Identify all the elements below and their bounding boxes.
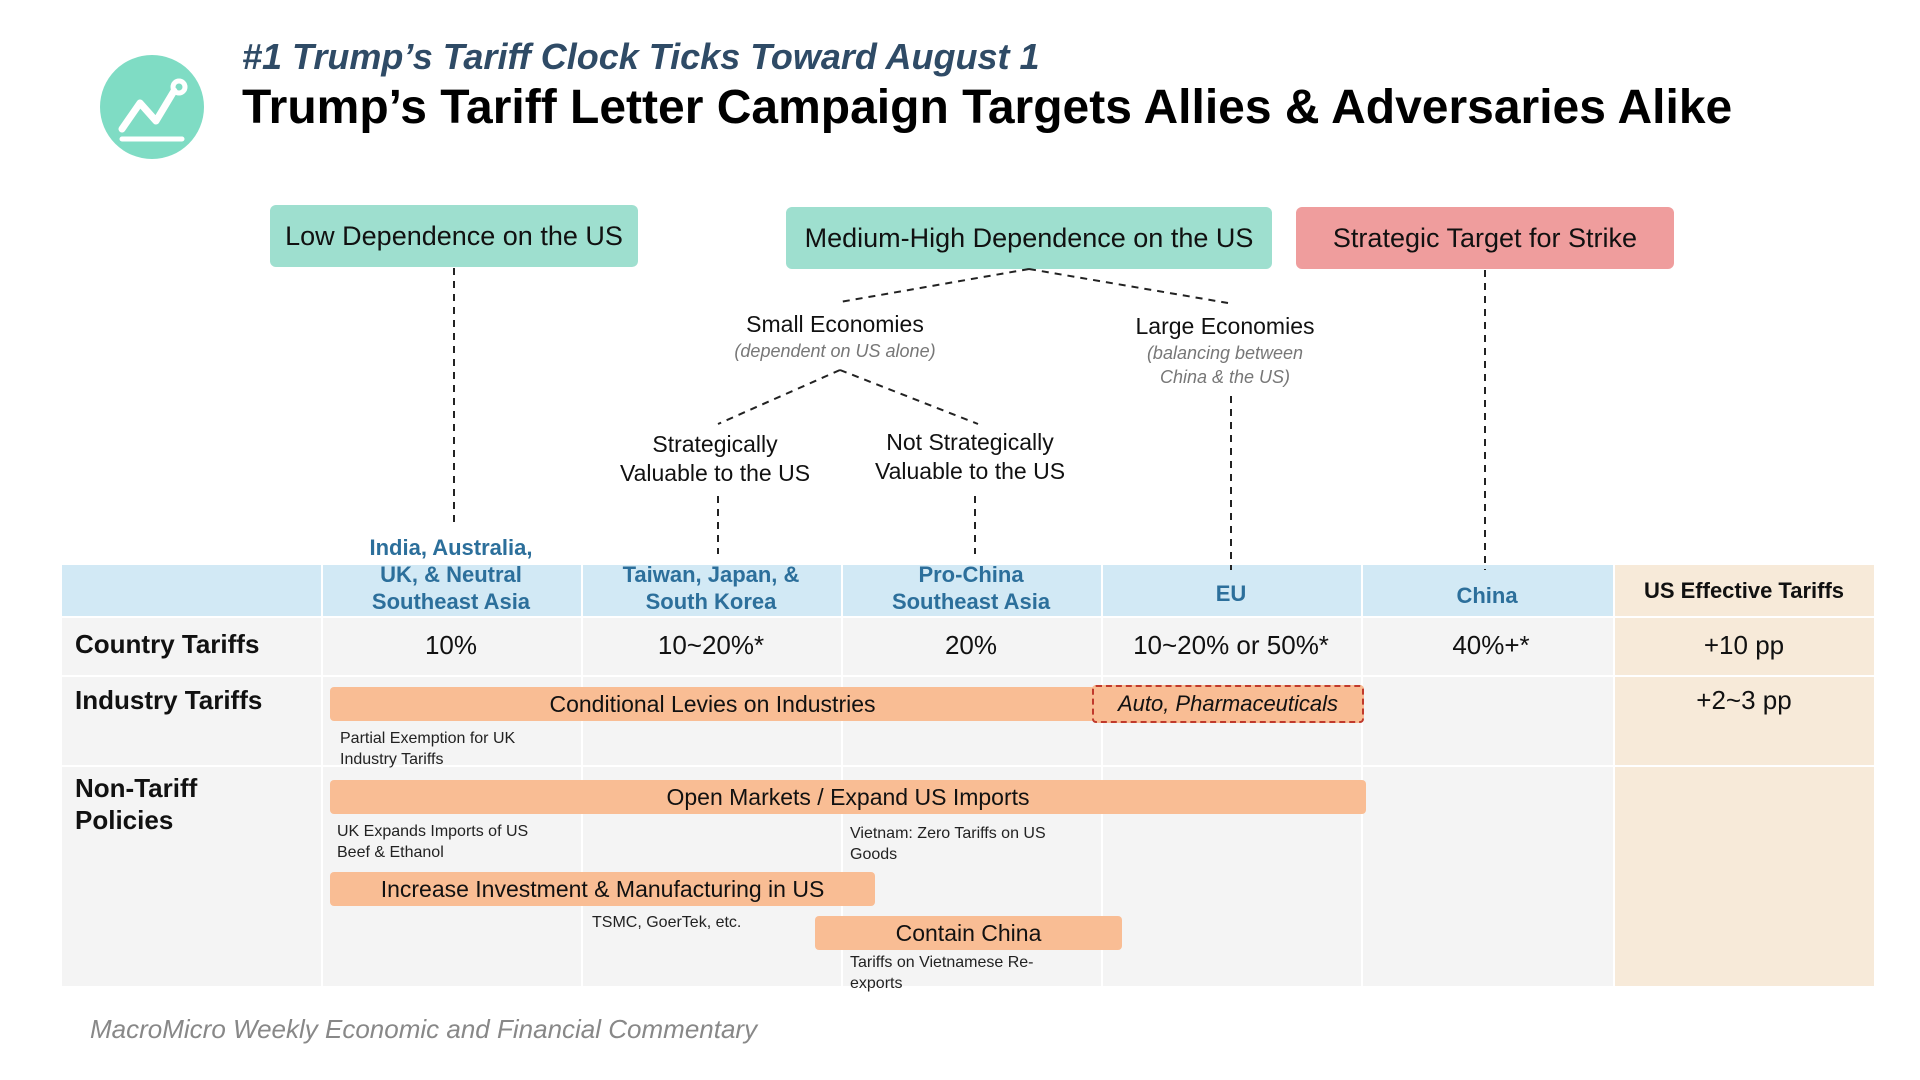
note-uk-imports: UK Expands Imports of US Beef & Ethanol bbox=[337, 823, 529, 861]
bar-open-markets: Open Markets / Expand US Imports bbox=[330, 780, 1366, 814]
country-tariff-value: 10~20%* bbox=[657, 630, 765, 660]
row-divider bbox=[62, 765, 1874, 767]
connector-medium-to-small bbox=[839, 268, 1030, 303]
logo-icon bbox=[100, 55, 204, 159]
column-divider bbox=[581, 565, 583, 986]
node-large-economies: Large Economies (balancing between China… bbox=[1135, 313, 1315, 387]
note-uk-industry-exemption: Partial Exemption for UK Industry Tariffs bbox=[340, 730, 516, 768]
us-effective-industry: +2~3 pp bbox=[1696, 685, 1792, 715]
node-not-strategically-valuable: Not Strategically Valuable to the US bbox=[874, 429, 1066, 484]
note-vietnam-zero-tariffs: Vietnam: Zero Tariffs on US Goods bbox=[850, 825, 1046, 863]
country-tariff-value: 20% bbox=[944, 630, 998, 660]
row-divider bbox=[62, 675, 1874, 677]
row-label-non-tariff-policies: Non-Tariff Policies bbox=[75, 773, 198, 835]
bar-increase-investment: Increase Investment & Manufacturing in U… bbox=[330, 872, 875, 906]
connector-small-to-valuable bbox=[717, 369, 841, 425]
category-medium-high-dependence: Medium-High Dependence on the US bbox=[786, 207, 1272, 269]
us-effective-header: US Effective Tariffs bbox=[1643, 578, 1845, 603]
row-label-industry-tariffs: Industry Tariffs bbox=[75, 685, 263, 715]
chart-trend-icon bbox=[118, 78, 188, 142]
category-strategic-target: Strategic Target for Strike bbox=[1296, 207, 1674, 269]
us-effective-column bbox=[1614, 565, 1874, 986]
footer-source: MacroMicro Weekly Economic and Financial… bbox=[90, 1014, 758, 1044]
connector-medium-to-large bbox=[1028, 268, 1229, 304]
column-head-china: China bbox=[1456, 583, 1518, 608]
note-tsmc-goertek: TSMC, GoerTek, etc. bbox=[592, 914, 742, 931]
column-divider bbox=[321, 565, 323, 986]
page-subtitle: #1 Trump’s Tariff Clock Ticks Toward Aug… bbox=[242, 36, 1040, 77]
connector-small-to-notvaluable bbox=[839, 369, 979, 425]
column-head-india-australia-uk: India, Australia, UK, & Neutral Southeast … bbox=[369, 535, 533, 614]
policy-table bbox=[62, 565, 1874, 986]
bar-auto-pharmaceuticals: Auto, Pharmaceuticals bbox=[1092, 685, 1364, 723]
us-effective-country: +10 pp bbox=[1703, 630, 1785, 660]
node-strategically-valuable: Strategically Valuable to the US bbox=[619, 431, 811, 486]
note-vietnamese-reexports: Tariffs on Vietnamese Re-exports bbox=[850, 954, 1034, 992]
bar-conditional-levies: Conditional Levies on Industries bbox=[330, 687, 1095, 721]
row-label-country-tariffs: Country Tariffs bbox=[75, 629, 260, 659]
column-divider bbox=[841, 565, 843, 986]
row-divider bbox=[62, 616, 1874, 618]
country-tariff-value: 10% bbox=[424, 630, 478, 660]
table-header-row bbox=[62, 565, 1614, 617]
page-title: Trump’s Tariff Letter Campaign Targets A… bbox=[242, 81, 1733, 134]
country-tariff-value: 10~20% or 50%* bbox=[1133, 630, 1329, 660]
column-divider bbox=[1361, 565, 1363, 986]
column-head-taiwan-japan-korea: Taiwan, Japan, & South Korea bbox=[622, 562, 800, 614]
column-divider bbox=[1613, 565, 1615, 986]
column-head-pro-china-sea: Pro-China Southeast Asia bbox=[891, 562, 1051, 614]
node-small-economies: Small Economies (dependent on US alone) bbox=[734, 311, 936, 361]
bar-contain-china: Contain China bbox=[815, 916, 1122, 950]
column-head-eu: EU bbox=[1215, 581, 1247, 606]
category-low-dependence: Low Dependence on the US bbox=[270, 205, 638, 267]
column-divider bbox=[1101, 565, 1103, 986]
country-tariff-value: 40%+* bbox=[1452, 630, 1530, 660]
